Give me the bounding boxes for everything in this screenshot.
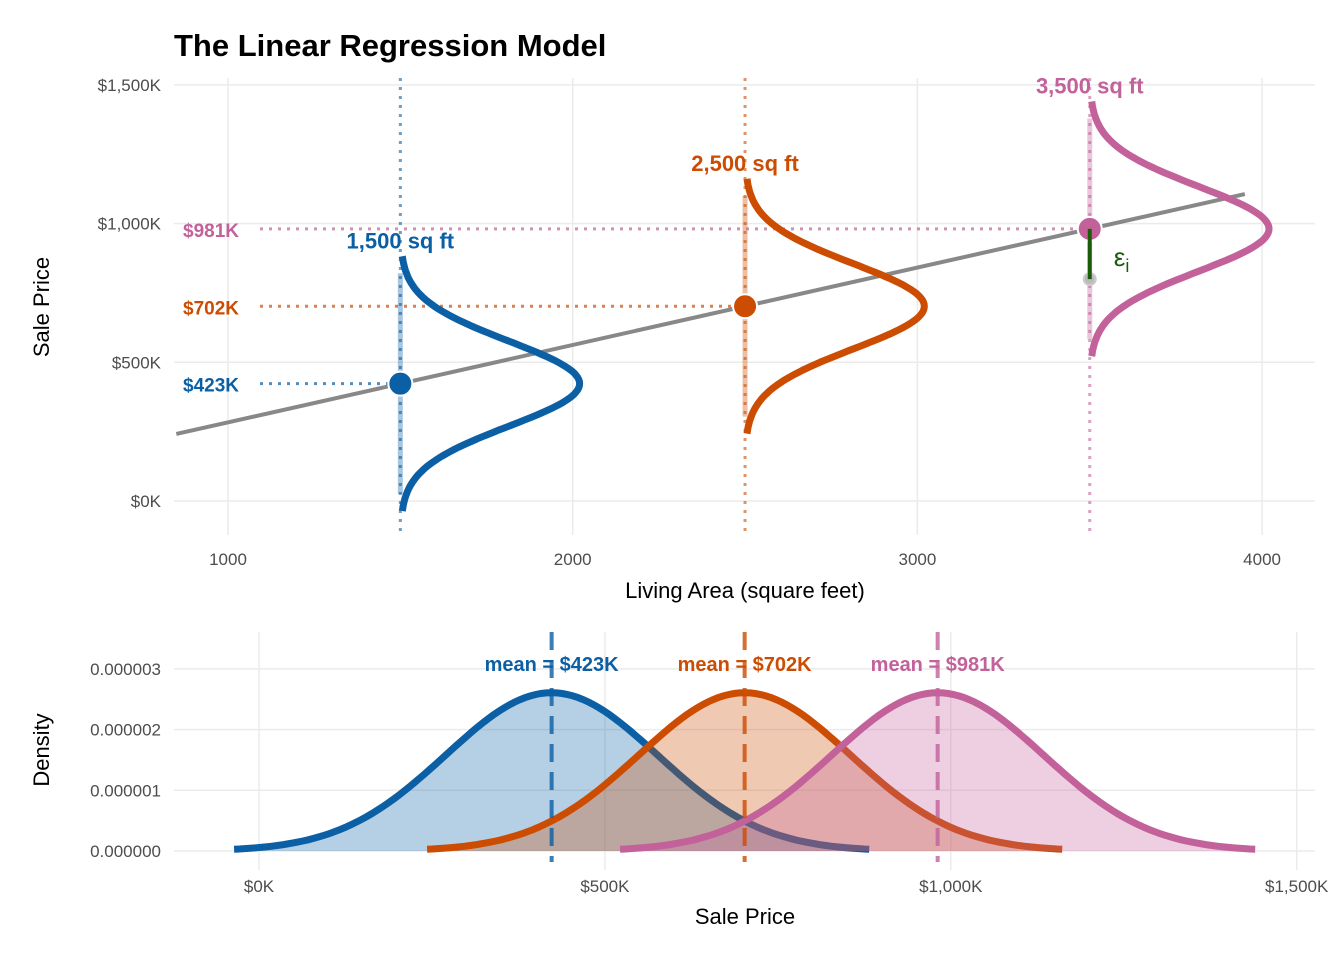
x-tick-label: $500K bbox=[580, 877, 630, 896]
x-tick-label: 1000 bbox=[209, 550, 247, 569]
chart-title: The Linear Regression Model bbox=[174, 28, 606, 63]
regression-line bbox=[175, 192, 1246, 436]
bottom-x-axis-label: Sale Price bbox=[695, 904, 795, 929]
normal-curve bbox=[1088, 100, 1273, 357]
y-tick-label: $1,000K bbox=[98, 215, 162, 234]
x-tick-label: $1,000K bbox=[919, 877, 983, 896]
y-tick-label: $1,500K bbox=[98, 76, 162, 95]
density-fill bbox=[427, 692, 1063, 851]
epsilon-label: εi bbox=[1114, 242, 1130, 276]
density-fill bbox=[234, 692, 870, 851]
group-label: 2,500 sq ft bbox=[691, 151, 799, 176]
group-label: 1,500 sq ft bbox=[347, 228, 455, 253]
epsilon-subscript: i bbox=[1125, 256, 1129, 276]
value-label: $981K bbox=[183, 221, 239, 242]
x-tick-label: $0K bbox=[244, 877, 275, 896]
density-fill bbox=[620, 692, 1256, 851]
top-panel: 1000 2000 3000 4000 $0K $500K $1,000K $1,500K $4… bbox=[98, 74, 1315, 569]
value-label: $702K bbox=[183, 298, 239, 319]
x-tick-label: 2000 bbox=[554, 550, 592, 569]
normal-curve bbox=[743, 178, 928, 435]
y-tick-label: 0.000001 bbox=[90, 781, 161, 800]
x-tick-label: 4000 bbox=[1243, 550, 1281, 569]
mean-label: mean = $702K bbox=[678, 654, 813, 676]
value-label: $423K bbox=[183, 376, 239, 397]
top-y-axis-label: Sale Price bbox=[29, 257, 54, 357]
mean-label: mean = $423K bbox=[485, 654, 620, 676]
bottom-panel: $0K $500K $1,000K $1,500K 0.000000 0.000001 0.… bbox=[90, 632, 1329, 896]
y-tick-label: 0.000003 bbox=[90, 660, 161, 679]
mean-point bbox=[387, 370, 414, 397]
y-tick-label: 0.000002 bbox=[90, 721, 161, 740]
y-tick-label: $0K bbox=[131, 492, 162, 511]
y-tick-label: 0.000000 bbox=[90, 842, 161, 861]
x-tick-label: 3000 bbox=[898, 550, 936, 569]
mean-label: mean = $981K bbox=[871, 654, 1006, 676]
top-x-axis-label: Living Area (square feet) bbox=[625, 578, 865, 603]
normal-curve bbox=[398, 255, 584, 512]
mean-point bbox=[732, 293, 759, 320]
group-label: 3,500 sq ft bbox=[1036, 74, 1144, 99]
y-tick-label: $500K bbox=[112, 353, 162, 372]
bottom-y-axis-label: Density bbox=[29, 713, 54, 786]
x-tick-label: $1,500K bbox=[1265, 877, 1329, 896]
